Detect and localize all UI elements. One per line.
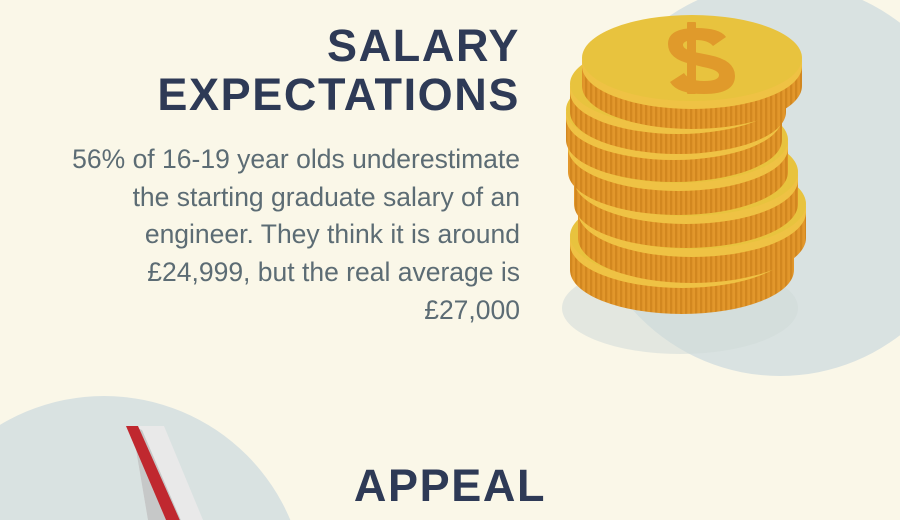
page-title: SALARY EXPECTATIONS xyxy=(60,20,520,120)
body-paragraph: 56% of 16-19 year olds underestimate the… xyxy=(72,144,535,325)
section-heading-appeal: APPEAL xyxy=(353,460,547,511)
dollar-sign-icon xyxy=(668,22,735,94)
headline-line-2: EXPECTATIONS xyxy=(157,68,520,120)
coin-1-top xyxy=(582,15,802,129)
text-column: SALARY EXPECTATIONS 56% of 16-19 year ol… xyxy=(60,20,535,329)
airplane-fin-stripe xyxy=(126,426,180,520)
coin-stack-illustration xyxy=(562,15,806,354)
headline-line-1: SALARY xyxy=(327,20,520,71)
airplane-tail-illustration xyxy=(126,426,204,520)
